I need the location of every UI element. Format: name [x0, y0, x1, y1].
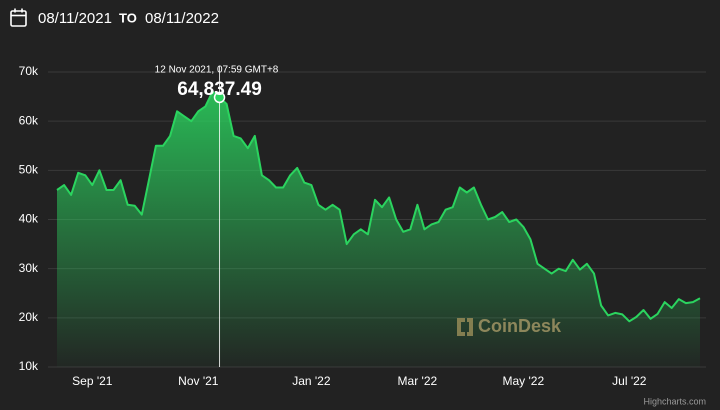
area-fill — [57, 91, 700, 367]
line — [56, 90, 701, 323]
watermark-logo — [457, 318, 473, 336]
date-separator: TO — [119, 10, 137, 25]
y-tick-label: 30k — [19, 261, 39, 275]
x-tick-label: Jul '22 — [612, 374, 647, 388]
tooltip-value: 64,837.49 — [177, 79, 262, 100]
x-tick-label: Sep '21 — [72, 374, 113, 388]
y-tick-label: 50k — [19, 163, 39, 177]
x-tick-label: Jan '22 — [292, 374, 331, 388]
credit[interactable]: Highcharts.com — [643, 396, 706, 406]
tooltip-title: 12 Nov 2021, 07:59 GMT+8 — [155, 65, 279, 76]
chart: 10k 20k 30k 40k 50k 60k 70k Sep '21 Nov '21 Jan '… — [19, 64, 706, 388]
watermark-text: CoinDesk — [478, 316, 562, 336]
x-tick-label: Mar '22 — [398, 374, 438, 388]
x-tick-label: Nov '21 — [178, 374, 219, 388]
y-tick-label: 40k — [19, 212, 39, 226]
y-tick-label: 60k — [19, 113, 39, 127]
y-tick-label: 70k — [19, 64, 39, 78]
y-tick-label: 20k — [19, 310, 39, 324]
date-to[interactable]: 08/11/2022 — [145, 10, 219, 27]
calendar-icon[interactable] — [10, 8, 27, 27]
x-tick-label: May '22 — [503, 374, 545, 388]
watermark: CoinDesk — [457, 316, 562, 336]
y-tick-label: 10k — [19, 359, 39, 373]
date-from[interactable]: 08/11/2021 — [38, 10, 112, 27]
hover-point — [213, 91, 226, 104]
